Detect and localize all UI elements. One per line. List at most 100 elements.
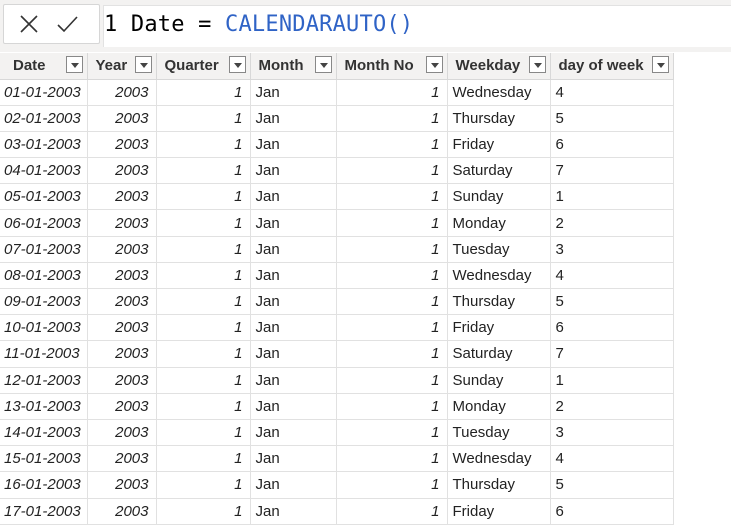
table-cell[interactable]: Jan xyxy=(250,262,337,290)
column-header[interactable]: Year xyxy=(87,53,157,80)
table-cell[interactable]: 5 xyxy=(550,105,674,132)
table-cell[interactable]: 2003 xyxy=(87,471,157,499)
table-cell[interactable]: 2003 xyxy=(87,445,157,473)
table-cell[interactable]: 1 xyxy=(336,288,448,316)
table-cell[interactable]: 1 xyxy=(156,340,251,368)
table-cell[interactable]: Tuesday xyxy=(447,236,551,263)
column-header[interactable]: day of week xyxy=(550,53,674,80)
table-cell[interactable]: 14-01-2003 xyxy=(0,419,88,447)
table-cell[interactable]: 1 xyxy=(156,236,251,263)
table-cell[interactable]: Jan xyxy=(250,367,337,394)
filter-dropdown-icon[interactable] xyxy=(425,56,443,73)
check-icon[interactable] xyxy=(56,13,78,35)
table-cell[interactable]: 4 xyxy=(550,262,674,290)
filter-dropdown-icon[interactable] xyxy=(651,56,669,73)
table-cell[interactable]: 12-01-2003 xyxy=(0,367,88,394)
table-cell[interactable]: 3 xyxy=(550,236,674,263)
table-cell[interactable]: 2003 xyxy=(87,209,157,237)
table-cell[interactable]: 10-01-2003 xyxy=(0,314,88,342)
table-cell[interactable]: 2003 xyxy=(87,340,157,368)
table-cell[interactable]: Monday xyxy=(447,393,551,420)
table-cell[interactable]: 2003 xyxy=(87,314,157,342)
table-cell[interactable]: 2003 xyxy=(87,419,157,447)
table-cell[interactable]: 05-01-2003 xyxy=(0,183,88,211)
table-cell[interactable]: Jan xyxy=(250,236,337,263)
table-cell[interactable]: 07-01-2003 xyxy=(0,236,88,263)
table-cell[interactable]: 2 xyxy=(550,209,674,237)
table-cell[interactable]: 4 xyxy=(550,79,674,106)
table-cell[interactable]: 1 xyxy=(156,105,251,132)
table-cell[interactable]: Monday xyxy=(447,209,551,237)
table-cell[interactable]: Jan xyxy=(250,393,337,420)
table-cell[interactable]: 1 xyxy=(156,209,251,237)
table-cell[interactable]: Jan xyxy=(250,157,337,185)
table-cell[interactable]: 1 xyxy=(336,105,448,132)
table-cell[interactable]: 02-01-2003 xyxy=(0,105,88,132)
table-cell[interactable]: 2003 xyxy=(87,367,157,394)
table-cell[interactable]: 1 xyxy=(336,393,448,420)
table-cell[interactable]: 2003 xyxy=(87,393,157,420)
table-cell[interactable]: 1 xyxy=(336,419,448,447)
table-cell[interactable]: 2003 xyxy=(87,288,157,316)
table-cell[interactable]: 06-01-2003 xyxy=(0,209,88,237)
table-cell[interactable]: 2003 xyxy=(87,262,157,290)
table-cell[interactable]: 1 xyxy=(156,445,251,473)
table-cell[interactable]: 7 xyxy=(550,157,674,185)
table-cell[interactable]: 1 xyxy=(156,288,251,316)
table-cell[interactable]: 1 xyxy=(336,445,448,473)
table-cell[interactable]: 2 xyxy=(550,393,674,420)
table-cell[interactable]: Jan xyxy=(250,105,337,132)
table-cell[interactable]: 1 xyxy=(156,419,251,447)
table-cell[interactable]: Friday xyxy=(447,131,551,159)
table-cell[interactable]: 1 xyxy=(336,183,448,211)
column-header[interactable]: Month xyxy=(250,53,337,80)
table-cell[interactable]: 1 xyxy=(156,393,251,420)
table-cell[interactable]: 09-01-2003 xyxy=(0,288,88,316)
table-cell[interactable]: 2003 xyxy=(87,105,157,132)
table-cell[interactable]: 1 xyxy=(336,498,448,525)
table-cell[interactable]: 16-01-2003 xyxy=(0,471,88,499)
table-cell[interactable]: 1 xyxy=(336,367,448,394)
table-cell[interactable]: 6 xyxy=(550,498,674,525)
table-cell[interactable]: 1 xyxy=(156,498,251,525)
table-cell[interactable]: 3 xyxy=(550,419,674,447)
table-cell[interactable]: 13-01-2003 xyxy=(0,393,88,420)
column-header[interactable]: Date xyxy=(0,53,88,80)
table-cell[interactable]: 1 xyxy=(336,236,448,263)
table-cell[interactable]: Thursday xyxy=(447,471,551,499)
table-cell[interactable]: 1 xyxy=(336,340,448,368)
table-cell[interactable]: 08-01-2003 xyxy=(0,262,88,290)
table-cell[interactable]: Jan xyxy=(250,471,337,499)
close-icon[interactable] xyxy=(18,13,40,35)
table-cell[interactable]: 5 xyxy=(550,288,674,316)
table-cell[interactable]: 2003 xyxy=(87,157,157,185)
table-cell[interactable]: 1 xyxy=(336,471,448,499)
table-cell[interactable]: 7 xyxy=(550,340,674,368)
filter-dropdown-icon[interactable] xyxy=(134,56,152,73)
table-cell[interactable]: 1 xyxy=(550,367,674,394)
table-cell[interactable]: 1 xyxy=(156,79,251,106)
table-cell[interactable]: Saturday xyxy=(447,157,551,185)
table-cell[interactable]: 2003 xyxy=(87,236,157,263)
table-cell[interactable]: 2003 xyxy=(87,79,157,106)
table-cell[interactable]: 2003 xyxy=(87,498,157,525)
table-cell[interactable]: Jan xyxy=(250,445,337,473)
column-header[interactable]: Month No xyxy=(336,53,448,80)
table-cell[interactable]: Jan xyxy=(250,340,337,368)
filter-dropdown-icon[interactable] xyxy=(314,56,332,73)
table-cell[interactable]: Saturday xyxy=(447,340,551,368)
column-header[interactable]: Weekday xyxy=(447,53,551,80)
table-cell[interactable]: 1 xyxy=(156,262,251,290)
table-cell[interactable]: 1 xyxy=(550,183,674,211)
table-cell[interactable]: Jan xyxy=(250,419,337,447)
table-cell[interactable]: 1 xyxy=(336,262,448,290)
table-cell[interactable]: 04-01-2003 xyxy=(0,157,88,185)
table-cell[interactable]: 6 xyxy=(550,131,674,159)
table-cell[interactable]: 01-01-2003 xyxy=(0,79,88,106)
table-cell[interactable]: 1 xyxy=(156,157,251,185)
formula-input[interactable]: 1 Date = CALENDARAUTO() xyxy=(103,5,731,47)
table-cell[interactable]: 1 xyxy=(156,471,251,499)
table-cell[interactable]: Thursday xyxy=(447,105,551,132)
table-cell[interactable]: Thursday xyxy=(447,288,551,316)
table-cell[interactable]: Tuesday xyxy=(447,419,551,447)
